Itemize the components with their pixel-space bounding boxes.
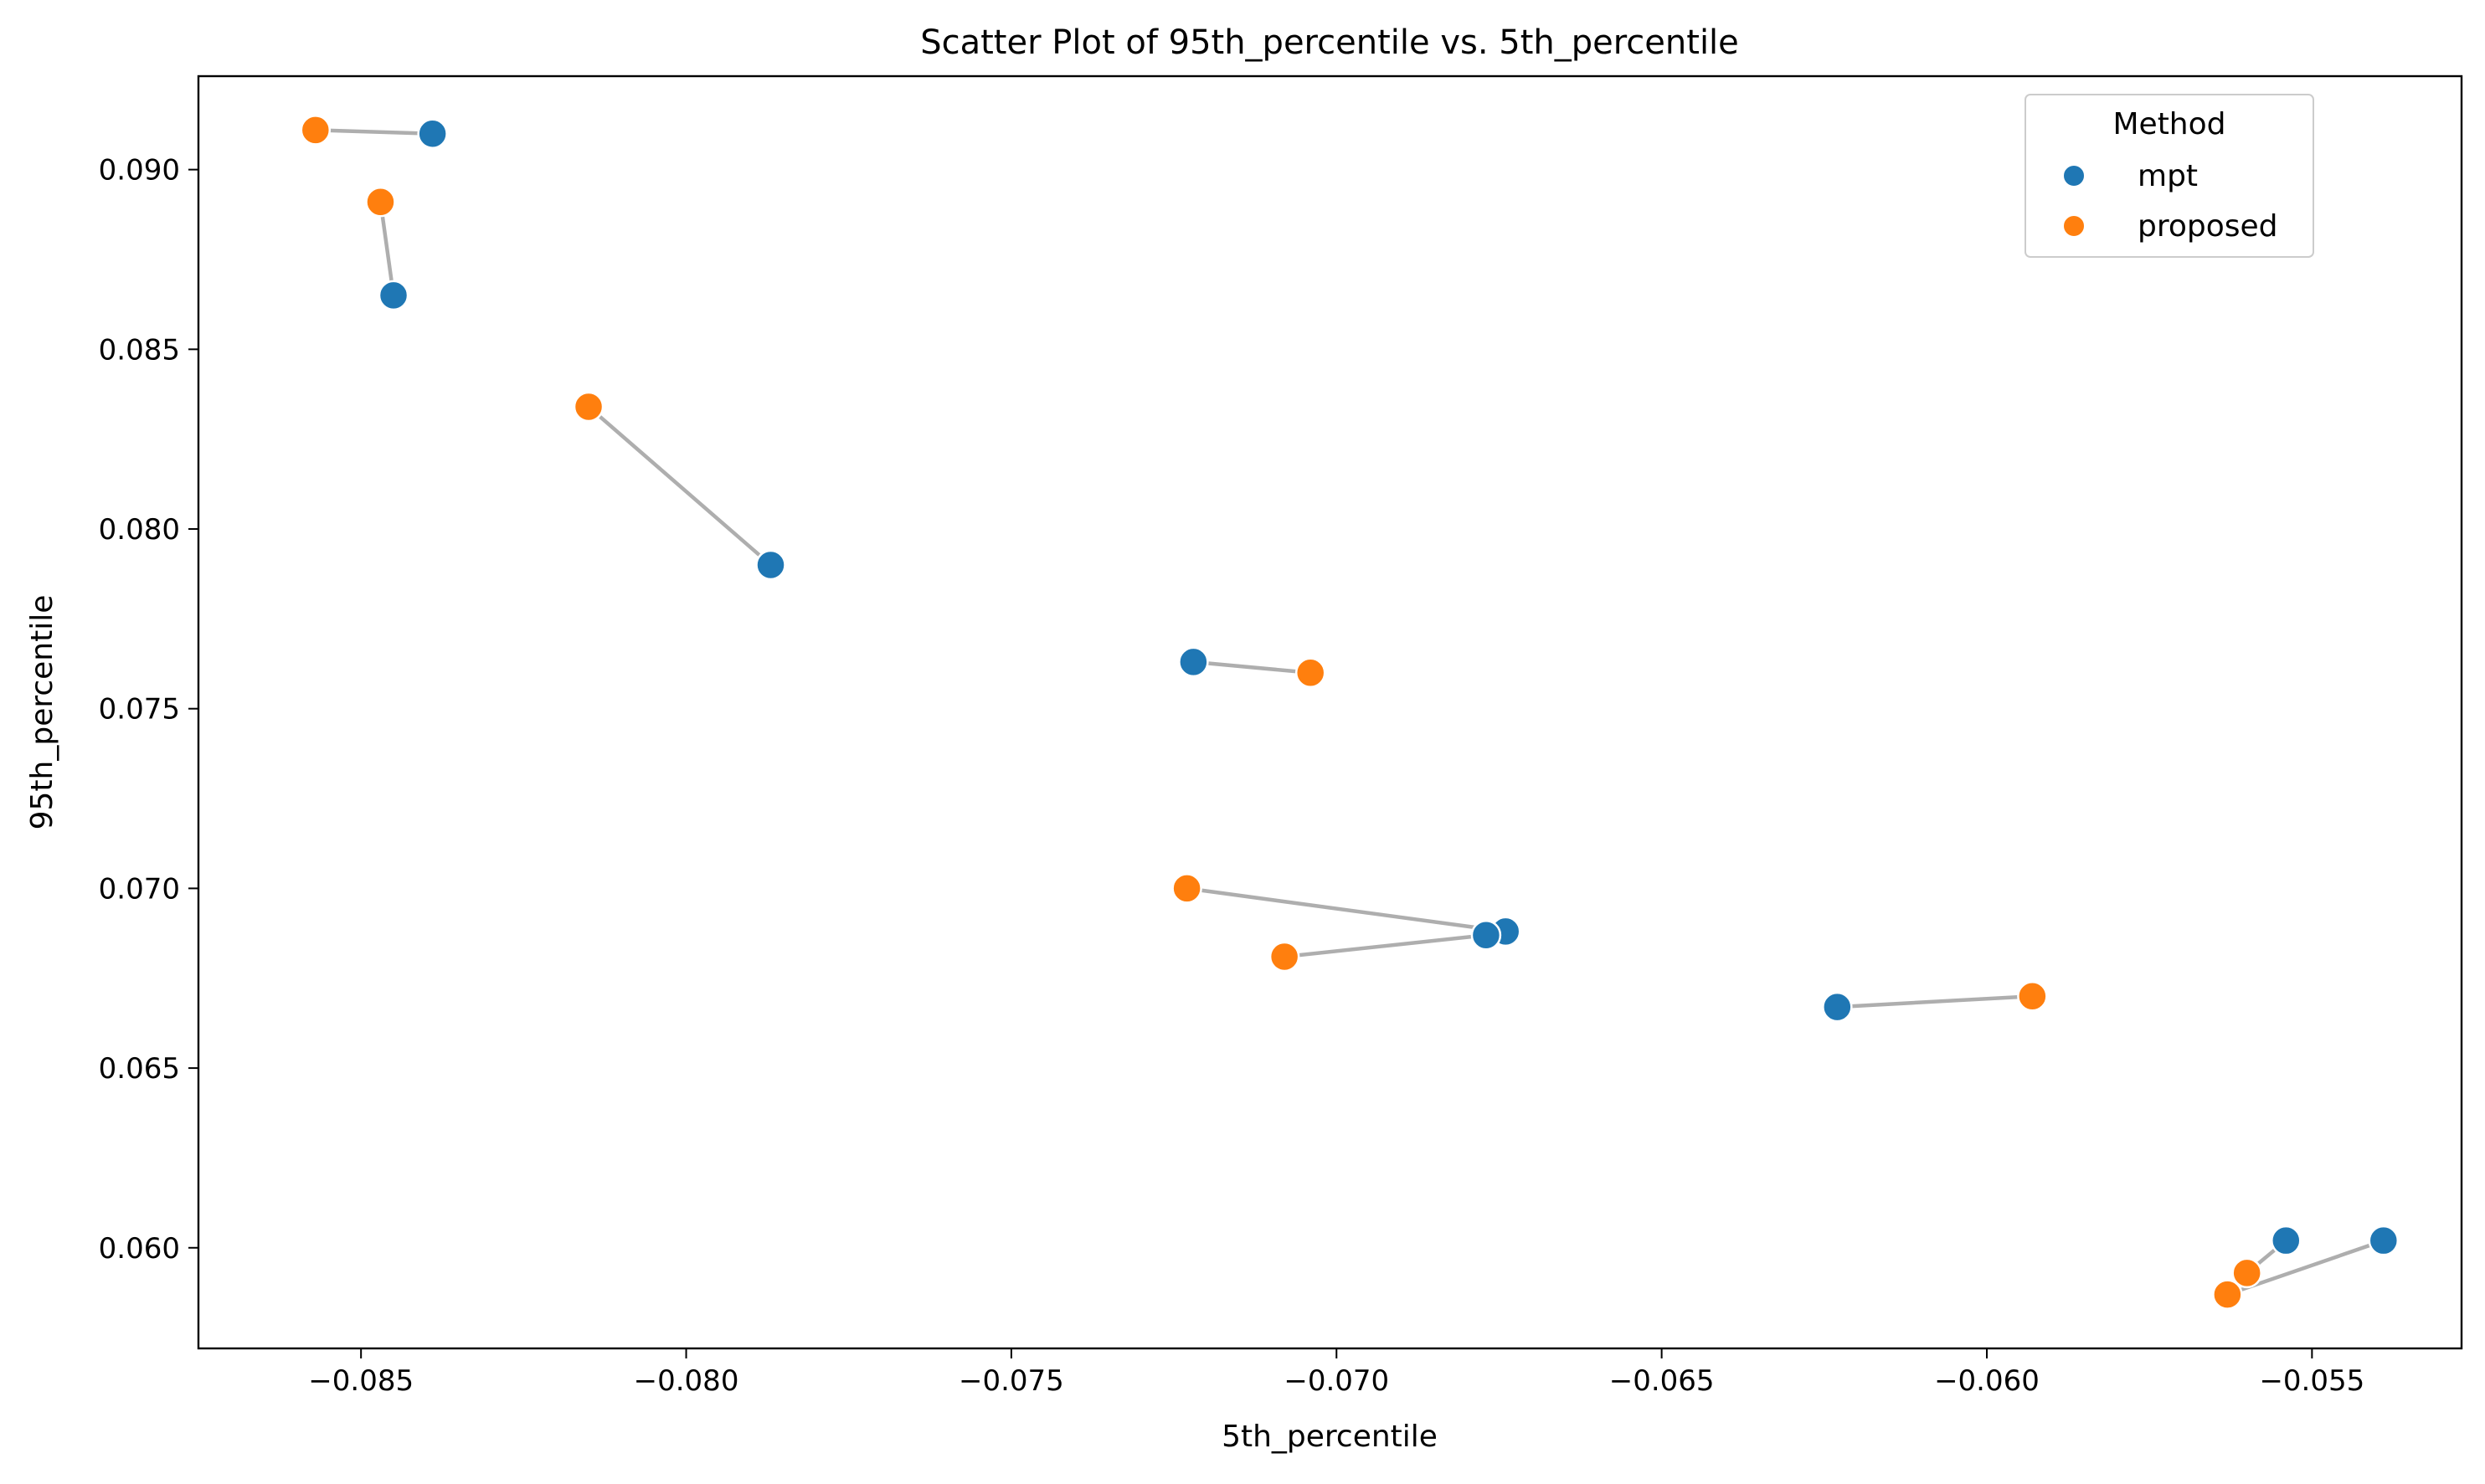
point-proposed	[300, 115, 332, 146]
point-proposed	[573, 391, 605, 423]
pair-line	[1185, 886, 1508, 934]
legend-label-proposed: proposed	[2138, 209, 2278, 244]
y-tick-label: 0.080	[99, 513, 180, 547]
y-tick-label: 0.075	[99, 693, 180, 727]
legend-marker-proposed	[2062, 214, 2086, 238]
y-axis: 0.060 0.065 0.070 0.075 0.080 0.085 0.090	[99, 154, 198, 1266]
point-proposed	[2017, 980, 2048, 1012]
point-proposed	[1171, 873, 1202, 904]
point-proposed	[365, 187, 396, 218]
point-mpt	[1470, 919, 1502, 951]
x-tick-label: −0.055	[2259, 1364, 2364, 1398]
point-mpt	[1822, 991, 1853, 1023]
point-mpt	[2368, 1225, 2400, 1256]
x-tick-label: −0.070	[1284, 1364, 1389, 1398]
point-mpt	[1178, 646, 1209, 678]
pair-line	[313, 128, 435, 136]
x-tick-label: −0.060	[1934, 1364, 2040, 1398]
y-tick-label: 0.070	[99, 872, 180, 906]
point-mpt	[417, 118, 448, 149]
x-tick-label: −0.085	[308, 1364, 414, 1398]
legend-box	[2025, 94, 2314, 258]
x-tick-label: −0.080	[634, 1364, 739, 1398]
y-tick-label: 0.090	[99, 154, 180, 187]
legend-title: Method	[2112, 107, 2225, 141]
pair-line	[378, 200, 396, 298]
y-tick-label: 0.060	[99, 1232, 180, 1266]
plot-area-frame	[197, 74, 2463, 1350]
point-mpt	[755, 549, 786, 581]
y-axis-label: 95th_percentile	[25, 595, 59, 830]
chart-title: Scatter Plot of 95th_percentile vs. 5th_…	[920, 23, 1739, 62]
point-proposed	[2212, 1279, 2243, 1310]
point-proposed	[1294, 657, 1326, 689]
pair-line	[1282, 932, 1489, 959]
pair-line	[586, 404, 773, 567]
x-tick-label: −0.075	[959, 1364, 1064, 1398]
x-axis: −0.085 −0.080 −0.075 −0.070 −0.065 −0.060 −0.0…	[308, 1348, 2364, 1398]
x-axis-label: 5th_percentile	[1222, 1420, 1438, 1454]
data-points	[300, 115, 2400, 1310]
y-tick-label: 0.085	[99, 333, 180, 367]
y-tick-label: 0.065	[99, 1052, 180, 1086]
point-mpt	[2271, 1225, 2302, 1256]
legend-marker-mpt	[2062, 164, 2086, 187]
point-proposed	[1268, 941, 1300, 973]
point-proposed	[2231, 1257, 2262, 1289]
x-tick-label: −0.065	[1609, 1364, 1715, 1398]
legend-label-mpt: mpt	[2138, 159, 2198, 193]
legend: Method mpt proposed	[2025, 94, 2314, 258]
point-mpt	[378, 280, 409, 311]
pair-line	[1835, 994, 2035, 1009]
pair-line	[1191, 660, 1313, 675]
